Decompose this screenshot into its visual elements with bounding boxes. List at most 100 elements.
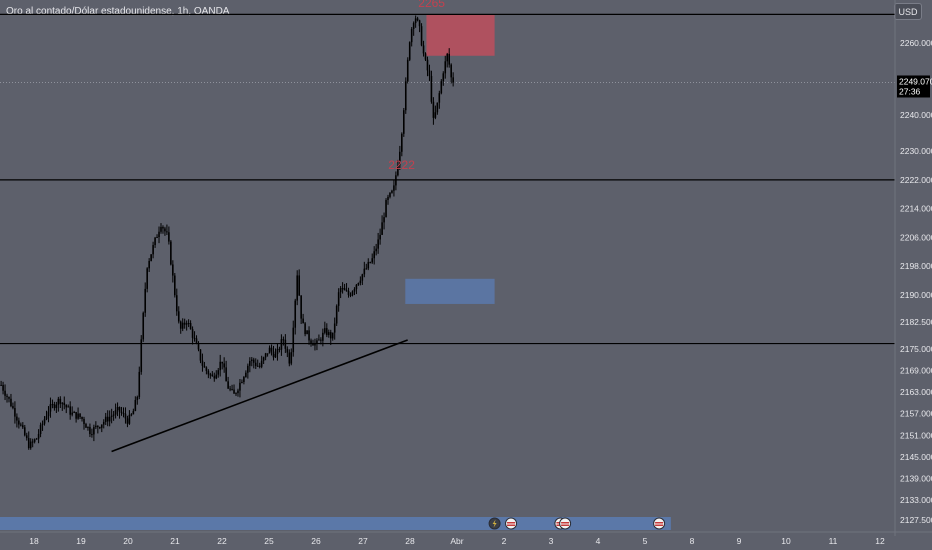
time-tick-label: 11 <box>829 536 838 546</box>
candle-body <box>207 370 210 375</box>
candle-body <box>304 323 306 335</box>
candle-body <box>95 425 97 428</box>
candle-body <box>71 412 73 415</box>
price-tick-label: 2163.000 <box>900 387 932 397</box>
price-tick-label: 2157.000 <box>900 409 932 419</box>
time-tick-label: 4 <box>596 536 601 546</box>
current-price-label: 2249.070 <box>899 76 932 86</box>
candle-body <box>154 237 156 246</box>
candle-body <box>104 416 107 422</box>
time-tick-label: 9 <box>737 536 742 546</box>
time-tick-label: 3 <box>549 536 554 546</box>
candle-body <box>306 330 308 335</box>
lightning-glyph <box>492 519 497 528</box>
candle-body <box>146 268 148 289</box>
candle-body <box>136 396 139 400</box>
candle-body <box>65 405 68 408</box>
candle-body <box>442 73 445 82</box>
candle-body <box>432 101 435 118</box>
events-band <box>0 517 671 530</box>
candle-body <box>247 365 249 373</box>
candle-body <box>160 226 162 232</box>
candle-body <box>329 332 332 339</box>
candle-body <box>55 404 58 409</box>
candle-body <box>14 408 16 417</box>
candle-body <box>150 254 152 261</box>
candle-body <box>164 228 166 232</box>
supply-zone <box>426 14 495 56</box>
candle-body <box>12 406 14 409</box>
candle-body <box>83 418 85 425</box>
chart-annotation: 2222 <box>388 158 415 172</box>
time-tick-label: 21 <box>170 536 180 546</box>
candle-body <box>112 414 115 416</box>
candle-body <box>189 323 192 330</box>
candle-body <box>126 418 129 424</box>
candle-body <box>142 312 145 340</box>
candle-body <box>10 398 12 407</box>
candle-body <box>300 295 302 319</box>
candle-body <box>67 406 70 408</box>
candle-body <box>89 426 91 435</box>
candle-body <box>337 292 340 306</box>
candle-body <box>215 374 218 379</box>
candle-body <box>308 330 310 341</box>
flag-stripe <box>561 524 570 526</box>
candle-body <box>85 424 87 428</box>
candle-body <box>162 226 164 229</box>
candle-body <box>158 231 160 238</box>
candle-body <box>193 337 196 339</box>
flag-stripe <box>507 524 516 526</box>
candle-body <box>349 294 352 296</box>
candle-body <box>239 382 241 391</box>
candle-body <box>339 288 342 293</box>
candle-body <box>211 374 214 377</box>
candle-body <box>359 280 362 284</box>
candle-body <box>156 237 158 239</box>
candle-body <box>422 45 425 54</box>
candle-body <box>256 365 259 367</box>
candle-body <box>130 414 133 416</box>
candle-body <box>404 81 407 111</box>
candle-body <box>252 359 255 363</box>
candle-body <box>87 426 89 428</box>
candle-body <box>262 357 265 361</box>
chart-annotation: 2265 <box>418 0 445 10</box>
candle-body <box>172 264 174 276</box>
candle-body <box>33 439 36 442</box>
candle-body <box>20 424 22 426</box>
candle-body <box>399 151 401 166</box>
candle-body <box>373 251 375 259</box>
flag-stripe <box>507 522 516 524</box>
candle-body <box>45 416 48 420</box>
candle-body <box>47 411 50 417</box>
candle-body <box>333 323 336 333</box>
candle-body <box>116 407 119 411</box>
time-tick-label: 18 <box>29 536 39 546</box>
candle-body <box>266 353 269 355</box>
candle-body <box>401 133 403 152</box>
price-tick-label: 2222.000 <box>900 175 932 185</box>
candle-body <box>268 347 271 354</box>
price-tick-label: 2206.000 <box>900 232 932 242</box>
candle-body <box>223 363 225 368</box>
candle-body <box>25 435 28 439</box>
candle-body <box>39 424 42 435</box>
candle-body <box>280 339 283 350</box>
candle-body <box>51 404 54 406</box>
candle-body <box>296 275 298 301</box>
candle-body <box>2 384 4 391</box>
candle-body <box>53 404 56 409</box>
candle-body <box>63 402 66 406</box>
candle-body <box>302 318 304 324</box>
candle-body <box>0 384 2 386</box>
candle-body <box>138 371 141 397</box>
candle-body <box>343 288 346 291</box>
candle-body <box>128 414 131 424</box>
candle-body <box>292 327 295 353</box>
candle-body <box>351 291 354 296</box>
candle-body <box>209 374 212 376</box>
price-tick-label: 2151.000 <box>900 430 932 440</box>
candle-body <box>243 377 245 382</box>
